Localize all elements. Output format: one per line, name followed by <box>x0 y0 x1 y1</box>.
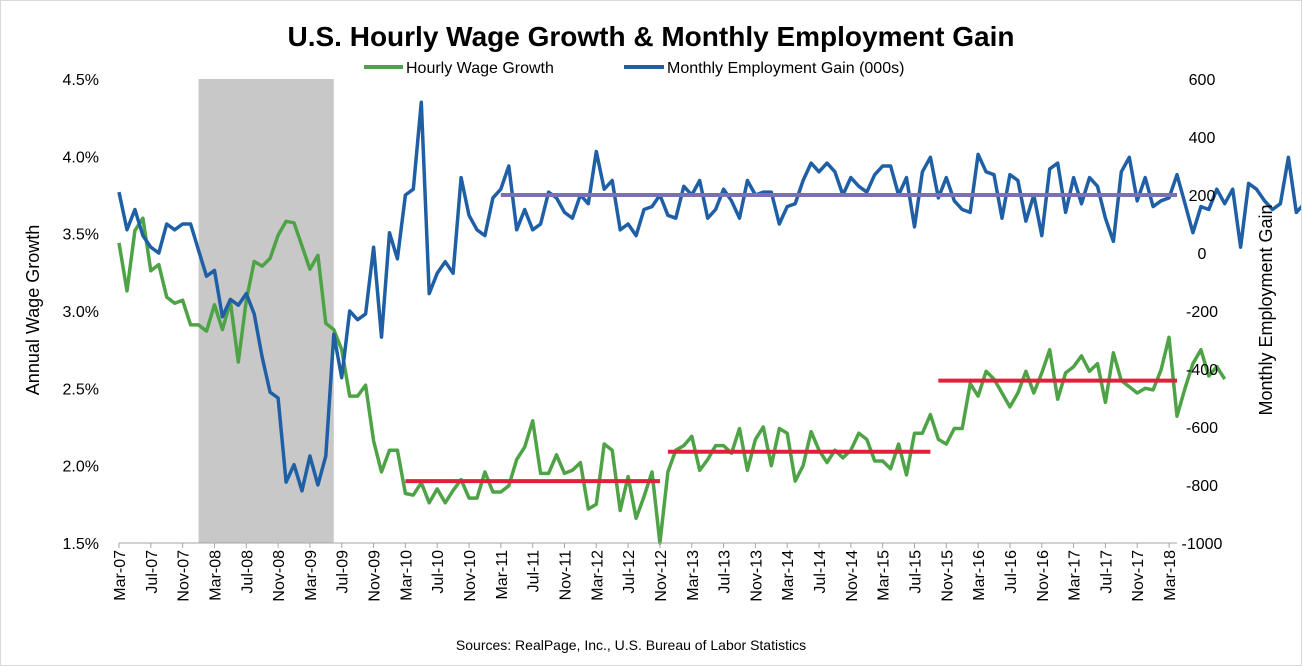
x-tick-label: Nov-15 <box>939 550 956 602</box>
y-right-tick-label: -800 <box>1186 478 1218 495</box>
x-tick-label: Nov-14 <box>844 550 861 602</box>
x-tick-label: Mar-08 <box>207 550 224 601</box>
x-tick-label: Mar-14 <box>780 550 797 601</box>
x-tick-label: Mar-10 <box>398 550 415 601</box>
x-tick-label: Nov-17 <box>1130 550 1147 602</box>
axes: 1.5% 2.0% 2.5% 3.0% 3.5% 4.0% 4.5% -1000 -800 -60… <box>63 72 1223 602</box>
y-left-tick-label: 2.5% <box>63 381 99 398</box>
y-left-tick-label: 3.5% <box>63 227 99 244</box>
x-tick-label: Jul-10 <box>430 550 447 594</box>
x-tick-label: Mar-12 <box>589 550 606 601</box>
x-tick-label: Jul-07 <box>144 550 161 594</box>
x-tick-label: Mar-11 <box>494 550 511 600</box>
x-tick-label: Jul-17 <box>1098 550 1115 594</box>
x-tick-label: Mar-09 <box>303 550 320 601</box>
x-tick-label: Mar-15 <box>876 550 893 601</box>
x-tick-label: Mar-16 <box>971 550 988 601</box>
y-left-tick-label: 2.0% <box>63 459 99 476</box>
y-axis-right-title: Monthly Employment Gain <box>1256 204 1276 415</box>
x-tick-label: Nov-08 <box>271 550 288 602</box>
legend-label-employment: Monthly Employment Gain (000s) <box>667 60 904 77</box>
x-tick-label: Nov-13 <box>748 550 765 602</box>
series-line-employment-gain <box>117 100 1301 493</box>
series-lines <box>117 100 1301 545</box>
x-tick-label: Jul-12 <box>621 550 638 594</box>
legend-label-wage: Hourly Wage Growth <box>406 60 554 77</box>
x-tick-label: Mar-07 <box>112 550 129 601</box>
x-tick-label: Jul-14 <box>812 550 829 594</box>
y-left-tick-label: 1.5% <box>63 536 99 553</box>
series-line-wage-growth <box>117 216 1227 545</box>
y-axis-left-title: Annual Wage Growth <box>23 225 43 395</box>
legend: Hourly Wage Growth Monthly Employment Ga… <box>364 60 904 77</box>
y-right-tick-label: -400 <box>1186 362 1218 379</box>
x-tick-label: Nov-12 <box>653 550 670 602</box>
x-tick-label: Jul-11 <box>526 550 543 592</box>
chart-title: U.S. Hourly Wage Growth & Monthly Employ… <box>287 21 1014 52</box>
y-right-tick-label: 200 <box>1189 188 1216 205</box>
x-tick-label: Mar-18 <box>1162 550 1179 601</box>
y-right-tick-label: -200 <box>1186 304 1218 321</box>
x-tick-label: Jul-08 <box>239 550 256 594</box>
y-right-tick-label: 600 <box>1189 72 1216 89</box>
x-tick-label: Jul-13 <box>717 550 734 594</box>
y-right-tick-label: 0 <box>1198 246 1207 263</box>
x-tick-label: Jul-15 <box>907 550 924 594</box>
x-tick-label: Jul-16 <box>1003 550 1020 594</box>
x-tick-label: Jul-09 <box>335 550 352 594</box>
x-tick-label: Nov-07 <box>176 550 193 602</box>
y-left-tick-label: 3.0% <box>63 304 99 321</box>
y-right-tick-label: -600 <box>1186 420 1218 437</box>
x-tick-label: Nov-09 <box>367 550 384 602</box>
source-note: Sources: RealPage, Inc., U.S. Bureau of … <box>456 637 806 653</box>
y-right-tick-label: 400 <box>1189 130 1216 147</box>
y-left-tick-label: 4.5% <box>63 72 99 89</box>
x-tick-label: Mar-13 <box>685 550 702 601</box>
y-right-tick-label: -1000 <box>1182 536 1223 553</box>
y-left-tick-label: 4.0% <box>63 149 99 166</box>
x-tick-label: Nov-11 <box>557 550 574 600</box>
x-tick-label: Mar-17 <box>1067 550 1084 601</box>
x-tick-label: Nov-10 <box>462 550 479 602</box>
reference-lines <box>405 193 1177 484</box>
x-tick-label: Nov-16 <box>1035 550 1052 602</box>
